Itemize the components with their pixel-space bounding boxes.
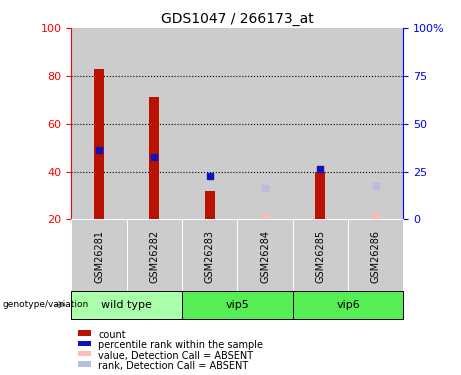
Bar (127, 219, 182, 291)
Bar (182, 219, 237, 291)
Bar (293, 291, 403, 319)
Bar (78, 362, 91, 367)
Text: vip6: vip6 (336, 300, 360, 310)
Bar (71, 219, 127, 291)
Text: GSM26284: GSM26284 (260, 230, 270, 283)
Bar (71, 291, 182, 319)
Bar (182, 291, 293, 319)
Title: GDS1047 / 266173_at: GDS1047 / 266173_at (161, 12, 314, 26)
Bar (237, 28, 293, 219)
Bar (348, 219, 403, 291)
Text: rank, Detection Call = ABSENT: rank, Detection Call = ABSENT (98, 361, 248, 371)
Text: vip5: vip5 (225, 300, 249, 310)
Bar (348, 28, 403, 219)
Bar (237, 219, 293, 291)
Bar (127, 28, 182, 219)
Bar (94, 69, 104, 219)
Text: wild type: wild type (101, 300, 152, 310)
Bar (293, 28, 348, 219)
Bar (182, 28, 237, 219)
Text: count: count (98, 330, 126, 340)
Bar (205, 190, 215, 219)
Text: value, Detection Call = ABSENT: value, Detection Call = ABSENT (98, 351, 253, 361)
Bar (78, 351, 91, 356)
Text: GSM26281: GSM26281 (94, 230, 104, 283)
Bar (71, 28, 127, 219)
Text: genotype/variation: genotype/variation (2, 300, 89, 309)
Text: percentile rank within the sample: percentile rank within the sample (98, 340, 263, 351)
Bar (315, 172, 325, 219)
Bar (293, 219, 348, 291)
Bar (78, 330, 91, 336)
Bar (78, 341, 91, 346)
Text: GSM26282: GSM26282 (149, 230, 160, 283)
Bar (149, 98, 160, 219)
Text: GSM26283: GSM26283 (205, 230, 215, 283)
Text: GSM26286: GSM26286 (371, 230, 381, 283)
Text: GSM26285: GSM26285 (315, 230, 325, 283)
